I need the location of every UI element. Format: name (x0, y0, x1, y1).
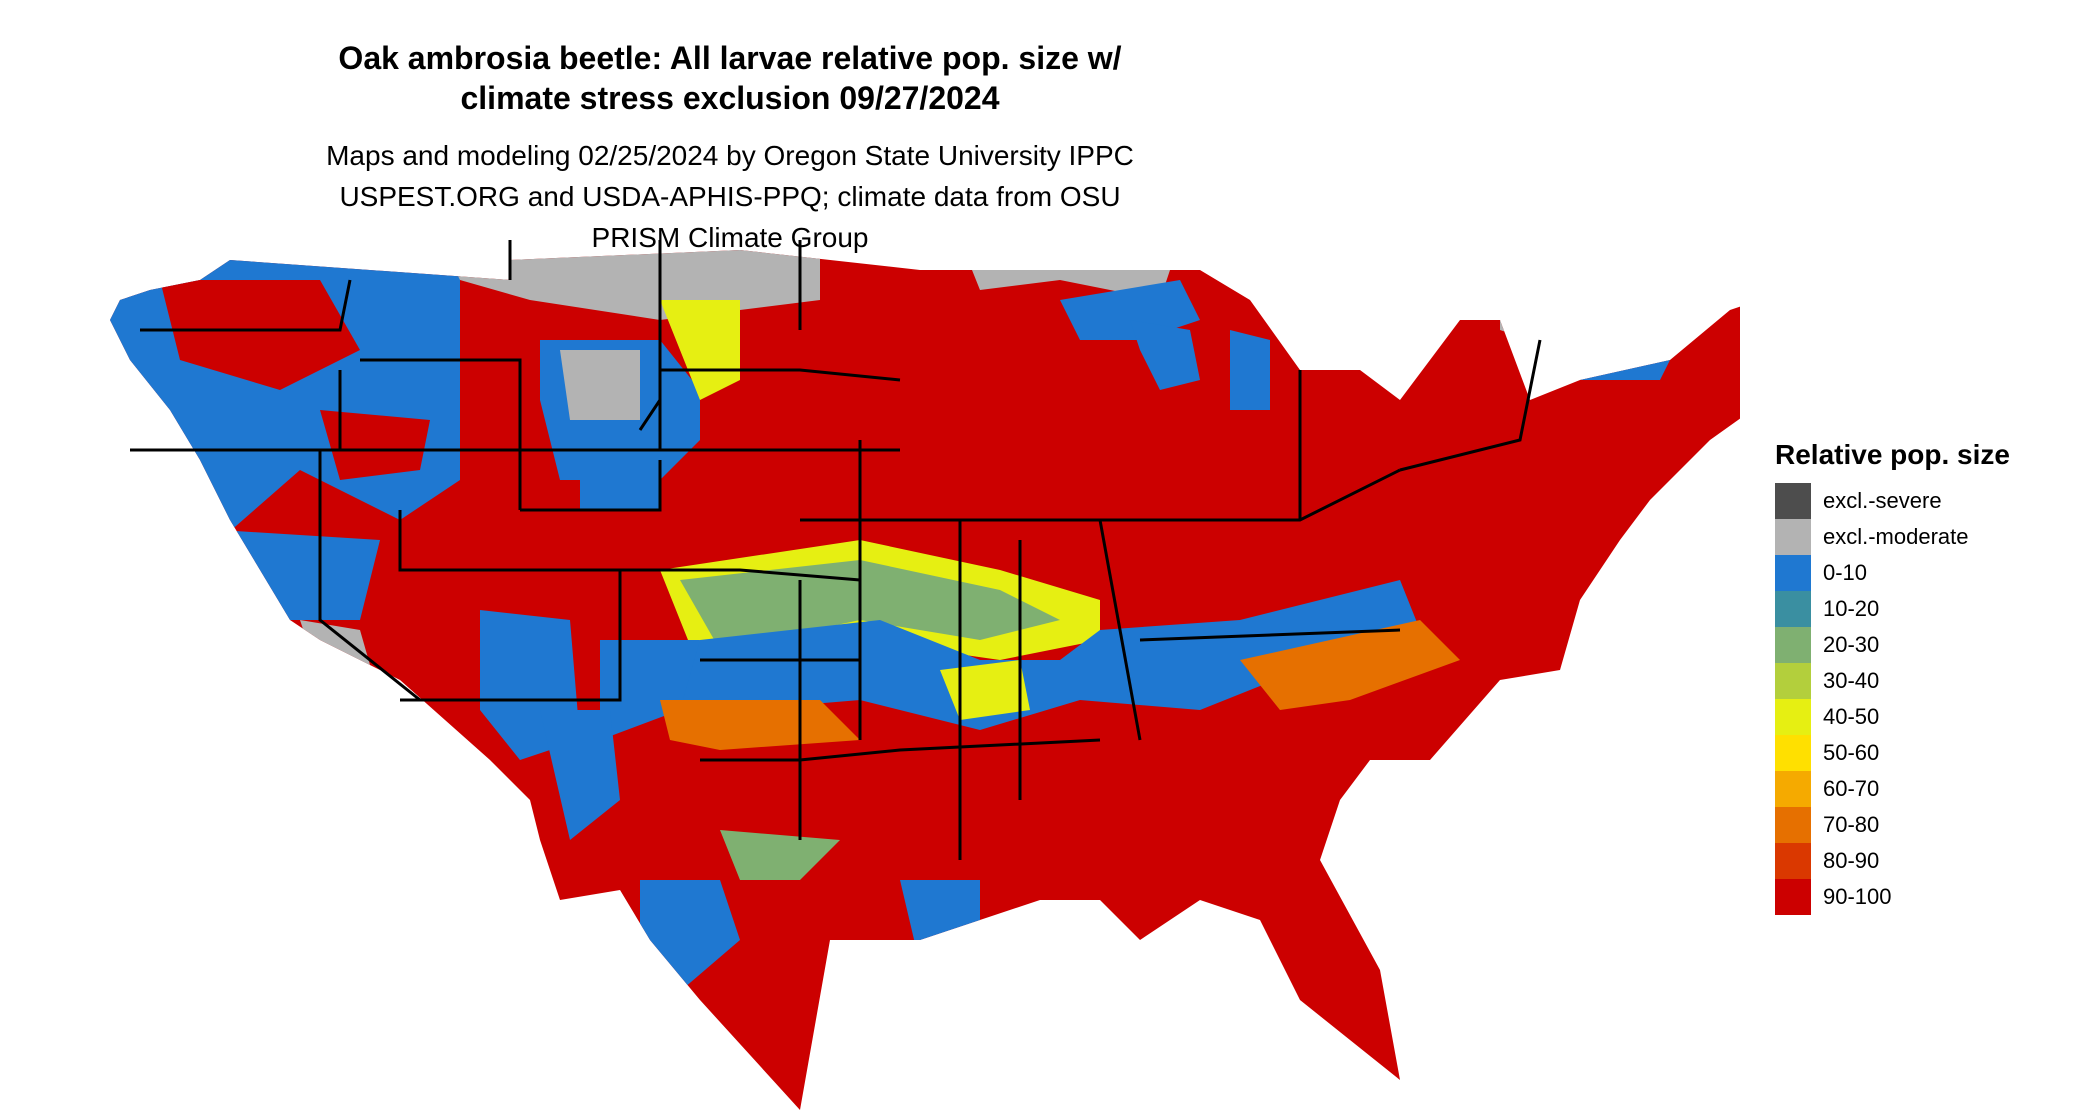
legend-swatch (1775, 591, 1811, 627)
legend-swatch (1775, 771, 1811, 807)
legend-swatch (1775, 735, 1811, 771)
legend-label: 70-80 (1823, 812, 1880, 837)
legend-item: 50-60 (1775, 735, 2010, 771)
map-fill (110, 250, 1740, 1110)
legend-item: 10-20 (1775, 591, 2010, 627)
legend-label: 90-100 (1823, 884, 1892, 909)
legend-swatch (1775, 663, 1811, 699)
legend-label: 20-30 (1823, 632, 1880, 657)
legend-label: 30-40 (1823, 668, 1880, 693)
legend-item: excl.-severe (1775, 483, 2010, 519)
legend-item: 70-80 (1775, 807, 2010, 843)
legend-item: 60-70 (1775, 771, 2010, 807)
legend-item: 0-10 (1775, 555, 2010, 591)
legend-label: 60-70 (1823, 776, 1880, 801)
legend-swatch (1775, 699, 1811, 735)
legend-label: 10-20 (1823, 596, 1880, 621)
legend-item: 90-100 (1775, 879, 2010, 915)
legend-swatch (1775, 627, 1811, 663)
legend-item: excl.-moderate (1775, 519, 2010, 555)
legend-label: 80-90 (1823, 848, 1880, 873)
legend-swatch (1775, 555, 1811, 591)
legend-label: excl.-moderate (1823, 524, 1969, 549)
legend-label: 50-60 (1823, 740, 1880, 765)
legend-swatch (1775, 807, 1811, 843)
legend-label: 0-10 (1823, 560, 1868, 585)
legend-swatch (1775, 519, 1811, 555)
legend-swatch (1775, 843, 1811, 879)
legend: Relative pop. size excl.-severe excl.-mo… (1775, 435, 2010, 915)
legend-label: 40-50 (1823, 704, 1880, 729)
legend-swatch (1775, 879, 1811, 915)
legend-swatch (1775, 483, 1811, 519)
us-population-map (110, 240, 1740, 1110)
legend-item: 20-30 (1775, 627, 2010, 663)
legend-item: 40-50 (1775, 699, 2010, 735)
legend-label: excl.-severe (1823, 488, 1942, 513)
legend-item: 80-90 (1775, 843, 2010, 879)
state-borders (130, 240, 1542, 860)
legend-item: 30-40 (1775, 663, 2010, 699)
legend-items: excl.-severe excl.-moderate 0-10 10-20 2… (1775, 483, 2010, 915)
map-title: Oak ambrosia beetle: All larvae relative… (338, 40, 1122, 116)
legend-title: Relative pop. size (1775, 439, 2010, 470)
map-subtitle: Maps and modeling 02/25/2024 by Oregon S… (326, 140, 1134, 253)
